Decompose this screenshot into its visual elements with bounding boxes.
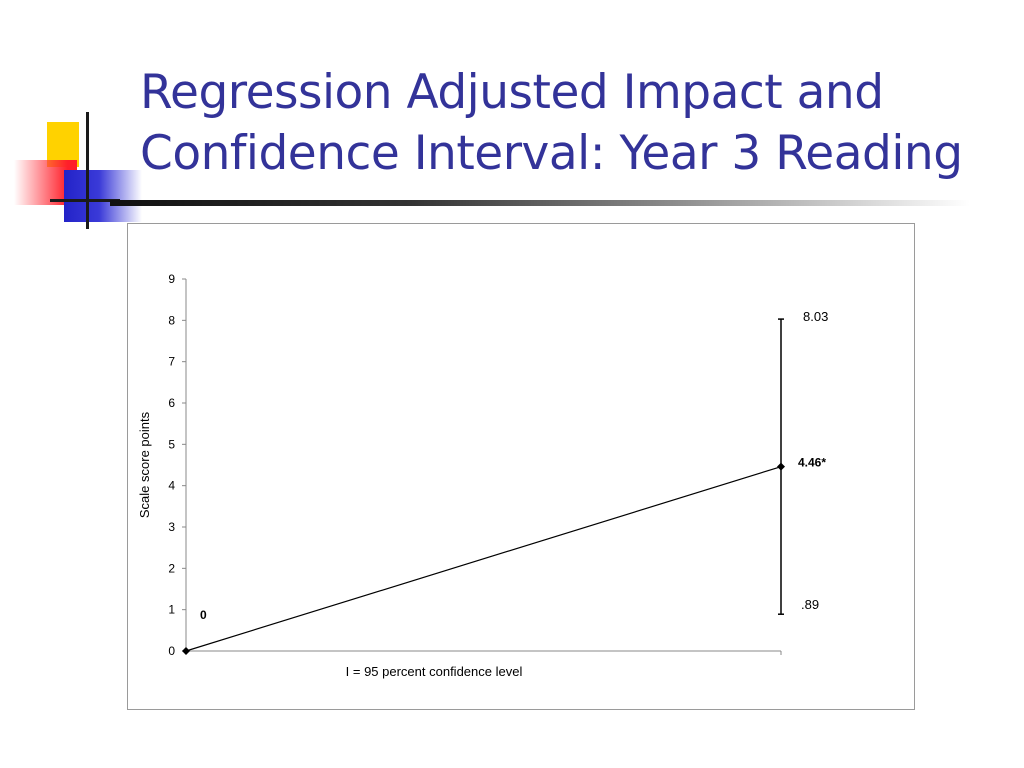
y-tick-label: 0 — [168, 644, 175, 658]
title-underline-rule — [110, 200, 970, 206]
y-tick-label: 1 — [168, 603, 175, 617]
chart-frame: 0 1 2 3 4 5 6 7 8 9 Scale score points I = 95 per… — [127, 223, 915, 710]
data-point-marker — [182, 647, 190, 655]
slide-title: Regression Adjusted Impact and Confidenc… — [140, 62, 1010, 184]
data-point-label: 0 — [200, 608, 207, 622]
logo-blue-square — [64, 170, 142, 222]
series-layer: 8.03 .89 0 4.46* — [182, 309, 828, 655]
y-tick-label: 3 — [168, 520, 175, 534]
slide-title-line-2: Confidence Interval: Year 3 Reading — [140, 126, 963, 181]
y-tick-label: 2 — [168, 561, 175, 575]
impact-chart: 0 1 2 3 4 5 6 7 8 9 Scale score points I = 95 per… — [137, 272, 828, 679]
axes-layer — [185, 279, 781, 652]
y-tick-label: 6 — [168, 396, 175, 410]
data-point-marker — [777, 462, 785, 471]
logo-vertical-line — [86, 112, 89, 229]
error-bar-high-label: 8.03 — [803, 309, 828, 324]
y-ticks-layer: 0 1 2 3 4 5 6 7 8 9 — [168, 272, 782, 658]
y-tick-label: 8 — [168, 313, 175, 327]
y-tick-label: 4 — [168, 479, 175, 493]
y-tick-label: 5 — [168, 437, 175, 451]
logo-yellow-square — [47, 122, 79, 167]
y-tick-label: 9 — [168, 272, 175, 286]
x-axis-label: I = 95 percent confidence level — [346, 664, 523, 679]
y-tick-label: 7 — [168, 355, 175, 369]
series-line — [185, 466, 782, 652]
y-axis-label: Scale score points — [137, 411, 152, 518]
slide-logo-decoration — [0, 0, 150, 240]
logo-horizontal-line — [50, 199, 120, 202]
data-point-label: 4.46* — [798, 456, 826, 470]
error-bar-low-label: .89 — [801, 597, 819, 612]
slide-title-line-1: Regression Adjusted Impact and — [140, 65, 884, 120]
